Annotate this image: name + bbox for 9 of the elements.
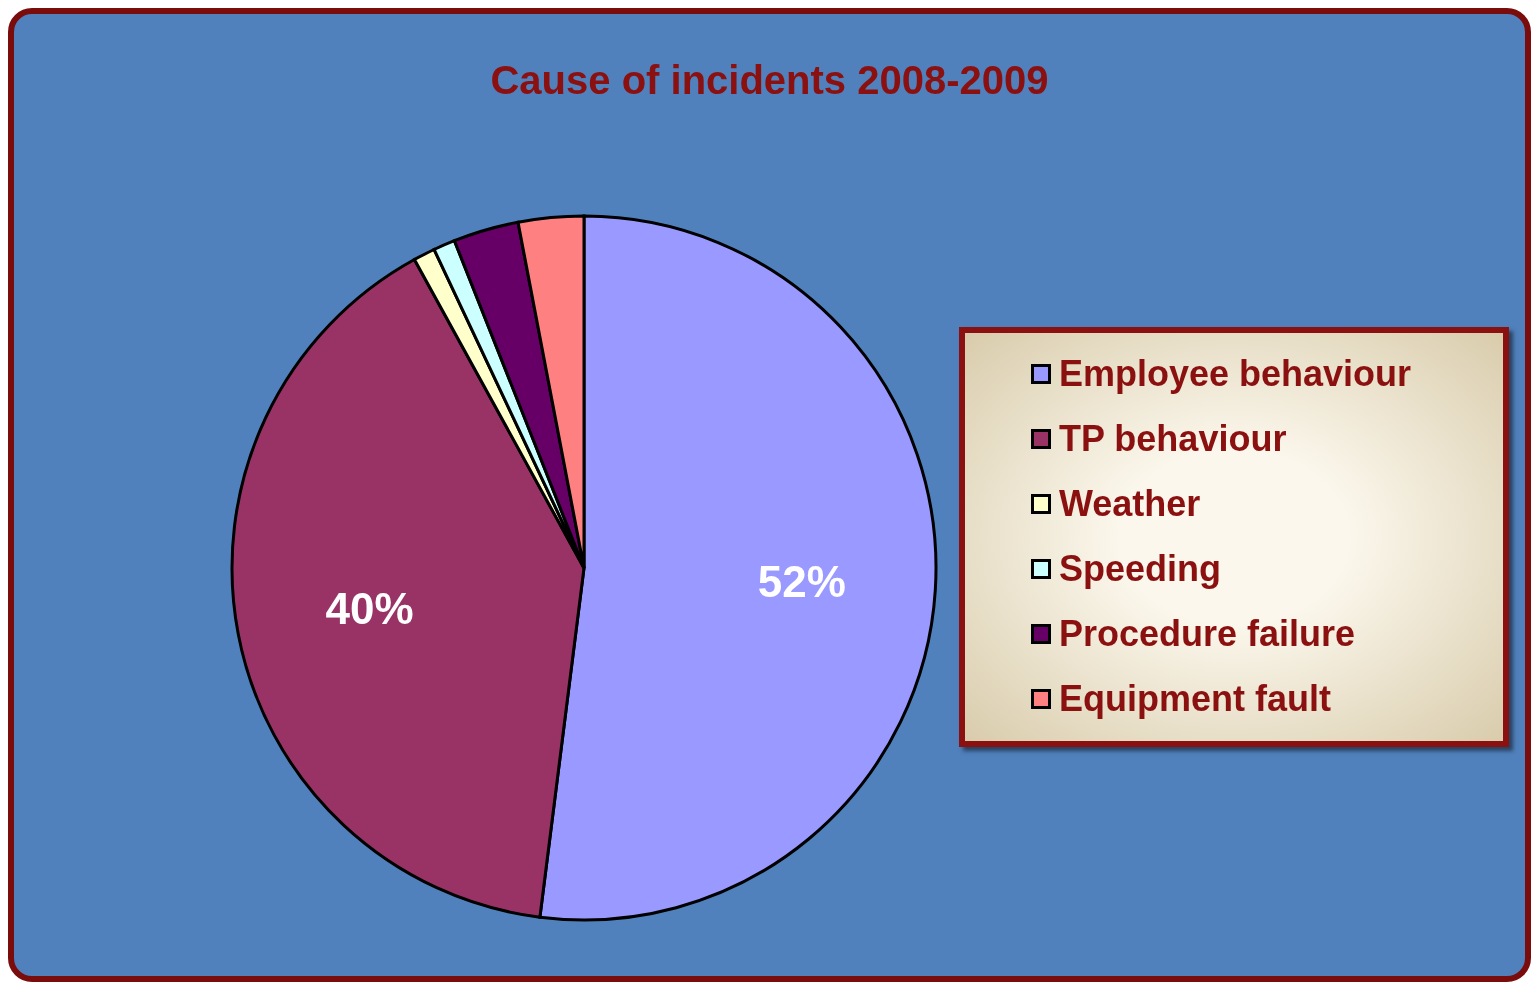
data-label: 40%	[325, 584, 414, 634]
legend-label: Employee behaviour	[1059, 352, 1412, 395]
data-label: 52%	[757, 557, 846, 607]
legend-label: TP behaviour	[1059, 417, 1287, 460]
legend-label: Equipment fault	[1059, 677, 1331, 720]
chart-title: Cause of incidents 2008-2009	[489, 58, 1050, 103]
legend-label: Procedure failure	[1059, 612, 1356, 655]
legend-label: Speeding	[1059, 547, 1222, 590]
legend-label: Weather	[1059, 482, 1201, 525]
